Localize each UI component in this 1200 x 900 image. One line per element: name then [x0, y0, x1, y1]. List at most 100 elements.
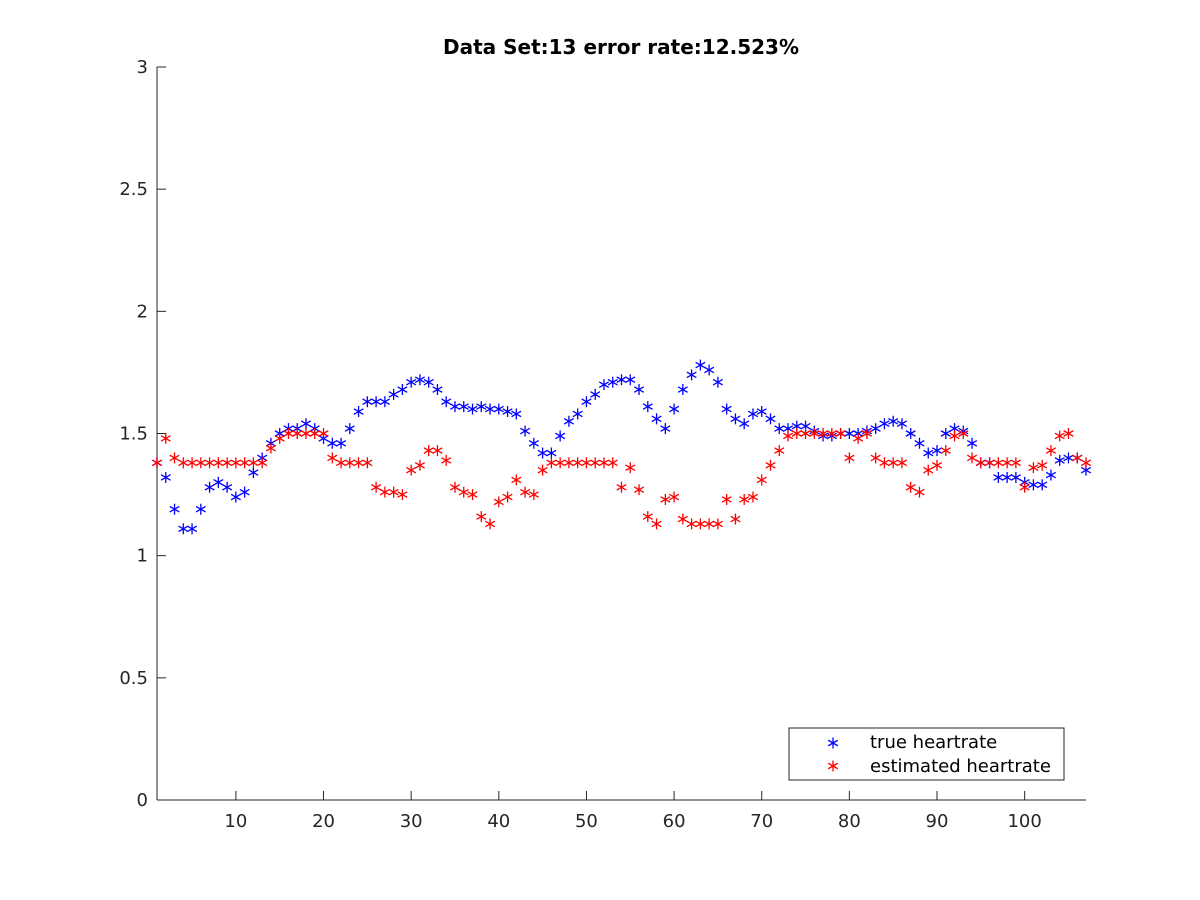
- x-tick-label: 30: [400, 811, 423, 832]
- data-point: [388, 388, 399, 400]
- data-point: [1028, 462, 1039, 474]
- data-point: [502, 406, 513, 418]
- data-point: [265, 442, 277, 454]
- series-estimated-heartrate: [151, 428, 1092, 530]
- data-point: [782, 430, 794, 442]
- data-point: [432, 384, 443, 396]
- data-point: [642, 401, 653, 413]
- data-point: [484, 403, 496, 415]
- data-point: [572, 408, 583, 420]
- data-point: [406, 464, 417, 476]
- data-point: [590, 457, 601, 469]
- data-point: [721, 493, 732, 505]
- data-point: [765, 459, 776, 471]
- data-point: [704, 518, 715, 530]
- legend-box: [788, 727, 1065, 781]
- data-point: [397, 384, 408, 396]
- data-point: [178, 523, 189, 535]
- data-point: [660, 493, 671, 505]
- data-point: [327, 452, 338, 464]
- data-point: [905, 481, 916, 493]
- data-point: [169, 452, 180, 464]
- data-point: [195, 503, 206, 515]
- data-point: [248, 457, 259, 469]
- data-point: [940, 445, 951, 457]
- data-point: [598, 379, 610, 391]
- data-point: [1054, 454, 1065, 466]
- data-point: [966, 437, 978, 449]
- legend-marker-glyph: [827, 737, 839, 749]
- data-point: [888, 457, 899, 469]
- data-point: [1063, 452, 1074, 464]
- x-tick-label: 60: [663, 811, 686, 832]
- legend-marker-estimated-heartrate: [827, 760, 839, 772]
- data-point: [949, 430, 960, 442]
- data-point: [844, 428, 855, 439]
- data-point: [896, 457, 908, 469]
- data-point: [1002, 457, 1013, 469]
- data-point: [178, 457, 189, 469]
- axes: 10 20 30 40 50 60 70 80 90 100 0 0.5 1 1.5 2 2.5 3: [119, 57, 1086, 832]
- data-point: [335, 457, 347, 469]
- data-point: [406, 376, 417, 388]
- data-point: [274, 432, 285, 444]
- data-point: [563, 415, 575, 427]
- data-point: [590, 388, 601, 400]
- data-point: [449, 401, 461, 413]
- data-point: [441, 396, 452, 408]
- data-point: [1045, 445, 1057, 457]
- data-point: [572, 457, 583, 469]
- data-point: [239, 457, 250, 469]
- data-point: [879, 418, 890, 430]
- x-tick-label: 40: [487, 811, 510, 832]
- data-point: [423, 376, 434, 388]
- data-point: [213, 457, 224, 469]
- data-point: [826, 428, 837, 439]
- data-point: [563, 457, 575, 469]
- data-point: [835, 428, 846, 439]
- data-point: [458, 401, 469, 413]
- y-tick-label: 2: [137, 301, 148, 322]
- data-point: [695, 518, 706, 530]
- data-point: [362, 457, 373, 469]
- data-point: [993, 471, 1004, 483]
- data-point: [1080, 457, 1092, 469]
- data-point: [520, 425, 531, 437]
- data-point: [642, 511, 653, 523]
- data-point: [660, 423, 671, 435]
- data-point: [195, 457, 206, 469]
- data-point: [555, 430, 566, 442]
- data-point: [362, 396, 373, 408]
- x-tick-label: 10: [224, 811, 247, 832]
- data-point: [853, 432, 864, 444]
- data-point: [1045, 469, 1057, 481]
- data-point: [625, 462, 636, 474]
- data-point: [467, 489, 478, 501]
- data-point: [300, 418, 312, 430]
- data-point: [607, 376, 618, 388]
- data-point: [344, 423, 355, 435]
- data-point: [1063, 428, 1074, 439]
- data-point: [1010, 457, 1021, 469]
- data-point: [774, 423, 785, 435]
- data-point: [616, 374, 627, 386]
- data-point: [476, 511, 487, 523]
- data-point: [222, 457, 233, 469]
- data-point: [528, 489, 539, 501]
- data-point: [686, 369, 697, 381]
- data-point: [493, 496, 504, 508]
- data-point: [651, 413, 662, 425]
- data-point: [467, 403, 478, 415]
- data-point: [555, 457, 566, 469]
- data-point: [975, 457, 986, 469]
- data-point: [379, 486, 390, 498]
- data-point: [581, 396, 592, 408]
- data-point: [931, 445, 943, 457]
- x-tick-label: 70: [750, 811, 773, 832]
- data-point: [625, 374, 636, 386]
- data-point: [432, 445, 443, 457]
- chart-title: Data Set:13 error rate:12.523%: [443, 35, 799, 59]
- data-series: [151, 359, 1092, 535]
- data-point: [239, 486, 250, 498]
